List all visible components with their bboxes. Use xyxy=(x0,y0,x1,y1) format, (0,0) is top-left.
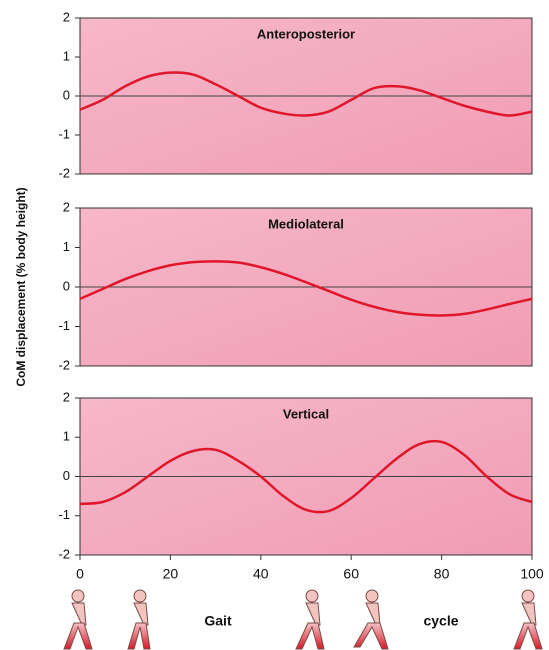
y-axis-label: CoM displacement (% body height) xyxy=(14,187,28,386)
y-tick-label: -2 xyxy=(58,546,70,561)
x-tick-label: 100 xyxy=(520,566,544,582)
y-tick-label: -1 xyxy=(58,507,70,522)
x-axis-label: cycle xyxy=(423,613,458,629)
x-tick-label: 40 xyxy=(253,566,269,582)
y-tick-label: -2 xyxy=(58,357,70,372)
panel-title: Vertical xyxy=(283,406,329,421)
curve xyxy=(79,71,533,117)
y-tick-label: 0 xyxy=(63,278,70,293)
walking-figures xyxy=(63,589,543,650)
y-tick-label: 2 xyxy=(63,9,70,24)
y-tick-label: 0 xyxy=(63,468,70,483)
y-tick-label: -1 xyxy=(58,126,70,141)
x-tick-label: 60 xyxy=(343,566,359,582)
y-tick-label: 1 xyxy=(63,429,70,444)
y-tick-label: -2 xyxy=(58,165,70,180)
y-tick-label: 2 xyxy=(63,199,70,214)
y-tick-label: -1 xyxy=(58,318,70,333)
x-tick-label: 20 xyxy=(163,566,179,582)
x-axis-label: Gait xyxy=(204,613,232,629)
x-tick-label: 80 xyxy=(434,566,450,582)
curve xyxy=(79,439,533,514)
y-tick-label: 0 xyxy=(63,87,70,102)
y-tick-label: 2 xyxy=(63,389,70,404)
y-tick-label: 1 xyxy=(63,239,70,254)
curve xyxy=(79,260,533,317)
panel-title: Mediolateral xyxy=(268,216,344,231)
x-tick-label: 0 xyxy=(76,566,84,582)
y-tick-label: 1 xyxy=(63,48,70,63)
panel-title: Anteroposterior xyxy=(257,26,355,41)
